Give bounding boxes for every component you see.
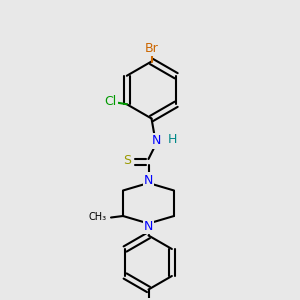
Text: H: H bbox=[168, 133, 177, 146]
Text: N: N bbox=[151, 134, 161, 148]
Text: N: N bbox=[144, 173, 153, 187]
Text: S: S bbox=[124, 154, 131, 167]
Text: CH₃: CH₃ bbox=[89, 212, 107, 223]
Text: CH₃: CH₃ bbox=[138, 299, 159, 300]
Text: Br: Br bbox=[145, 41, 158, 55]
Text: Cl: Cl bbox=[104, 95, 116, 108]
Text: N: N bbox=[144, 220, 153, 233]
